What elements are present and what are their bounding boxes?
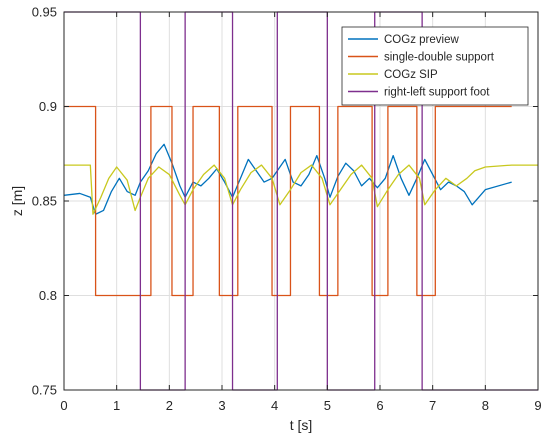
ticks: 0 1 2 3 4 5 6 7 8 9 0.75 0.8 0.85 0.9 0.95 [32,5,542,414]
x-tick-label: 4 [271,398,278,413]
legend: COGz preview single-double support COGz SI… [341,26,529,106]
legend-label: single-double support [384,52,495,64]
y-tick-label: 0.75 [32,383,57,398]
x-tick-label: 7 [429,398,436,413]
x-tick-label: 3 [218,398,225,413]
legend-label: COGz preview [384,34,459,46]
y-tick-label: 0.85 [32,194,57,209]
x-tick-label: 9 [534,398,541,413]
legend-label: right-left support foot [384,87,490,99]
y-tick-label: 0.9 [39,99,57,114]
x-tick-label: 5 [324,398,331,413]
x-tick-label: 6 [376,398,383,413]
y-axis-label: z [m] [9,186,25,216]
y-tick-label: 0.95 [32,5,57,20]
y-tick-label: 0.8 [39,288,57,303]
x-tick-label: 0 [60,398,67,413]
series-line-2 [64,105,512,297]
legend-label: COGz SIP [384,69,438,81]
x-tick-label: 8 [482,398,489,413]
x-axis-label: t [s] [290,417,313,433]
series-line-3 [64,164,538,215]
x-tick-label: 2 [166,398,173,413]
x-tick-label: 1 [113,398,120,413]
